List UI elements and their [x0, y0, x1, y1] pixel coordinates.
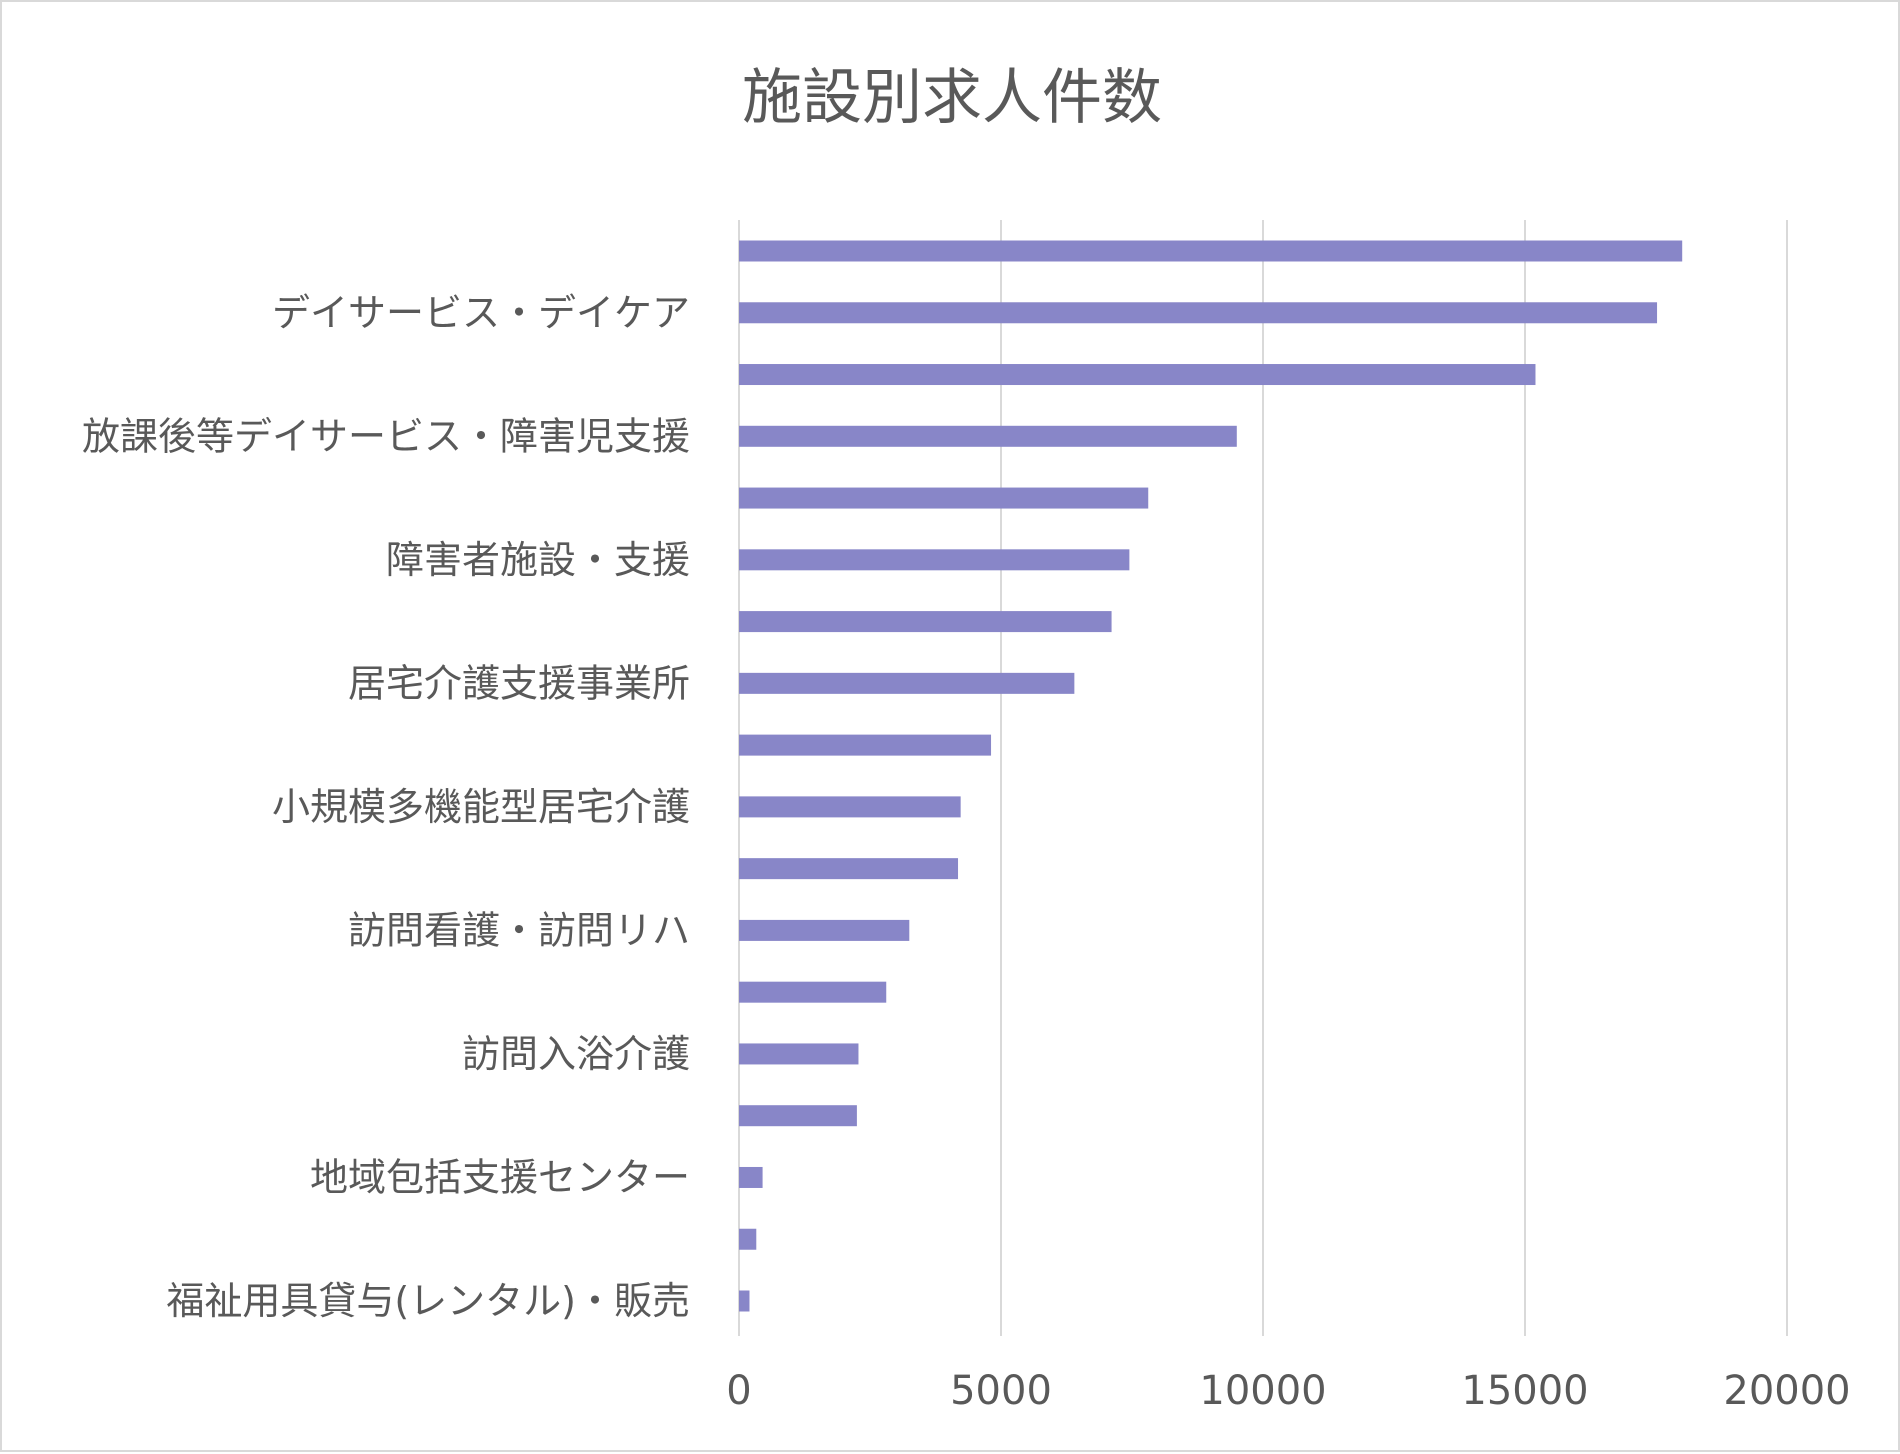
x-tick-label: 15000 [1461, 1368, 1588, 1414]
category-label: 福祉用具貸与(レンタル)・販売 [166, 1279, 690, 1323]
bar [739, 302, 1658, 324]
category-label: 訪問入浴介護 [462, 1032, 690, 1076]
x-tick-label: 0 [726, 1368, 751, 1414]
category-label: 小規模多機能型居宅介護 [272, 785, 690, 829]
x-tick-label: 10000 [1199, 1368, 1326, 1414]
bar [739, 796, 961, 818]
x-tick-label: 5000 [950, 1368, 1052, 1414]
category-labels: デイサービス・デイケア放課後等デイサービス・障害児支援障害者施設・支援居宅介護支… [82, 291, 690, 1323]
bars [739, 240, 1683, 1312]
bar [739, 672, 1075, 694]
bar [739, 1105, 857, 1127]
bar [739, 240, 1683, 262]
bar [739, 1228, 757, 1250]
bar [739, 1043, 859, 1065]
bar [739, 919, 910, 941]
bar [739, 1290, 750, 1312]
category-label: 放課後等デイサービス・障害児支援 [82, 414, 690, 458]
bar [739, 549, 1130, 571]
category-label: 居宅介護支援事業所 [348, 661, 690, 705]
category-label: デイサービス・デイケア [272, 291, 690, 335]
chart-title: 施設別求人件数 [742, 63, 1162, 133]
gridlines [738, 220, 1788, 1336]
bar [739, 611, 1112, 633]
bar [739, 425, 1237, 447]
category-label: 訪問看護・訪問リハ [348, 908, 690, 952]
x-axis-tick-labels: 0 5000 10000 15000 20000 [726, 1368, 1850, 1414]
category-label: 地域包括支援センター [310, 1155, 690, 1199]
bar [739, 734, 992, 756]
x-tick-label: 20000 [1723, 1368, 1850, 1414]
bar [739, 487, 1149, 509]
bar [739, 364, 1536, 386]
category-label: 障害者施設・支援 [386, 538, 690, 582]
bar [739, 981, 887, 1003]
bar [739, 1166, 763, 1188]
bar [739, 858, 959, 880]
